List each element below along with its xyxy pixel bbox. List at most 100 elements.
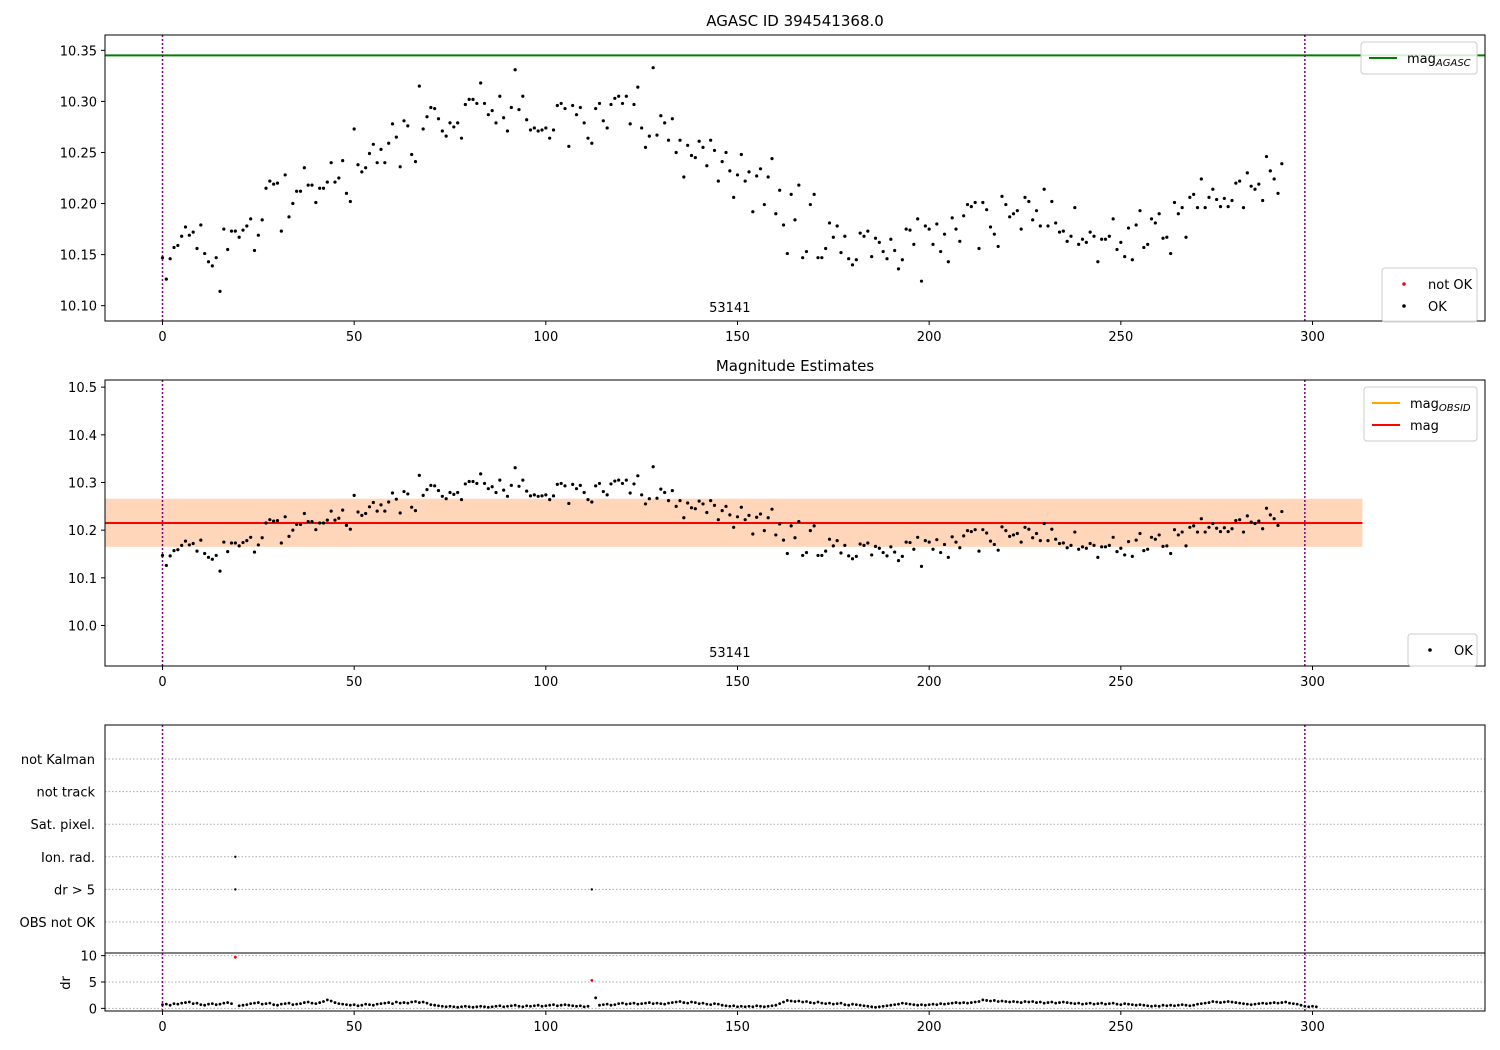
dr-point bbox=[345, 1003, 348, 1007]
estimate-point bbox=[563, 484, 567, 488]
estimate-point bbox=[881, 550, 885, 555]
mag-point bbox=[620, 101, 625, 106]
mag-point bbox=[1253, 187, 1257, 191]
estimate-point bbox=[739, 505, 743, 509]
mag-point bbox=[1222, 196, 1226, 201]
dr-point bbox=[762, 1005, 766, 1009]
mag-point bbox=[1115, 247, 1119, 252]
dr-point bbox=[701, 1001, 705, 1005]
estimate-point bbox=[249, 535, 253, 539]
dr-point bbox=[575, 1004, 578, 1008]
estimate-point bbox=[1249, 520, 1253, 524]
estimate-point bbox=[325, 518, 329, 522]
mag-point bbox=[448, 121, 452, 125]
estimate-point bbox=[1199, 517, 1203, 521]
estimate-point bbox=[904, 540, 908, 544]
estimate-point bbox=[436, 488, 441, 493]
estimate-point bbox=[751, 532, 755, 536]
x-tick-label: 250 bbox=[1108, 1020, 1133, 1035]
mag-point bbox=[1176, 212, 1180, 216]
dr-point bbox=[693, 1001, 697, 1004]
mag-point bbox=[1027, 199, 1031, 204]
mag-point bbox=[517, 107, 521, 112]
legend-dot-swatch bbox=[1402, 282, 1406, 286]
mag-point bbox=[605, 126, 609, 130]
dr-point bbox=[268, 1001, 272, 1005]
mag-point bbox=[1004, 202, 1008, 207]
estimate-point bbox=[379, 503, 383, 507]
dr-point bbox=[801, 1000, 805, 1004]
estimate-point bbox=[659, 487, 663, 491]
mag-point bbox=[544, 126, 548, 130]
dr-point bbox=[180, 1001, 184, 1005]
estimate-point bbox=[1207, 525, 1211, 529]
mag-point bbox=[1211, 187, 1215, 191]
estimate-point bbox=[893, 550, 897, 554]
mag-point bbox=[287, 215, 291, 219]
mag-point bbox=[900, 258, 904, 262]
estimate-point bbox=[1057, 541, 1062, 546]
mag-point bbox=[843, 234, 847, 238]
dr-point bbox=[437, 1004, 440, 1008]
estimate-point bbox=[1023, 525, 1027, 529]
estimate-point bbox=[793, 536, 797, 540]
estimate-point bbox=[160, 553, 165, 558]
mag-point bbox=[475, 101, 479, 106]
mag-point bbox=[509, 105, 513, 110]
dr-point bbox=[1253, 1002, 1257, 1006]
mag-point bbox=[716, 179, 720, 183]
mag-point bbox=[268, 179, 272, 183]
estimate-point bbox=[203, 551, 207, 556]
mag-point bbox=[291, 201, 295, 206]
mag-point bbox=[191, 230, 195, 234]
dr-point bbox=[260, 1002, 264, 1006]
dr-point bbox=[563, 1003, 567, 1007]
flag-points bbox=[234, 855, 594, 891]
estimate-point bbox=[1146, 547, 1150, 551]
dr-point bbox=[720, 1003, 724, 1007]
estimate-point bbox=[1188, 525, 1192, 529]
dr-point bbox=[843, 1003, 847, 1007]
mag-point bbox=[632, 102, 636, 107]
dr-point bbox=[847, 1003, 851, 1007]
estimate-point bbox=[245, 539, 249, 543]
estimate-point bbox=[686, 501, 690, 505]
dr-point bbox=[559, 1003, 563, 1007]
dr-point bbox=[912, 1003, 916, 1007]
mag-point bbox=[1241, 206, 1246, 210]
mag-point bbox=[1238, 179, 1242, 183]
estimate-point bbox=[919, 564, 924, 568]
estimate-point bbox=[640, 493, 644, 497]
mag-point bbox=[571, 103, 575, 108]
estimate-point bbox=[655, 496, 659, 500]
estimate-point bbox=[260, 536, 264, 540]
estimate-point bbox=[532, 493, 536, 497]
estimate-point bbox=[210, 557, 214, 561]
dr-point bbox=[655, 1001, 659, 1005]
mag-point bbox=[720, 160, 724, 164]
estimate-point bbox=[889, 545, 893, 549]
mag-point bbox=[728, 169, 732, 173]
dr-point bbox=[950, 1001, 954, 1005]
dr-point bbox=[709, 1003, 713, 1007]
estimate-point bbox=[1161, 544, 1165, 548]
dr-point bbox=[544, 1004, 548, 1008]
mag-point bbox=[1153, 221, 1157, 225]
legend-dot-swatch bbox=[1428, 648, 1432, 652]
mag-point bbox=[1226, 205, 1230, 209]
estimate-point bbox=[1153, 537, 1157, 541]
x-tick-label: 50 bbox=[346, 1020, 363, 1035]
mag-point bbox=[578, 105, 582, 110]
dr-point bbox=[1192, 1003, 1196, 1007]
estimate-point bbox=[509, 483, 513, 487]
dr-point bbox=[1107, 1002, 1111, 1006]
mag-point bbox=[1023, 195, 1027, 200]
estimate-point bbox=[1276, 523, 1280, 527]
mag-point bbox=[962, 214, 966, 218]
estimate-point bbox=[1077, 547, 1081, 551]
estimate-point bbox=[1241, 530, 1246, 534]
mag-point bbox=[743, 179, 747, 183]
dr-point bbox=[1234, 1001, 1238, 1004]
estimate-point bbox=[356, 510, 360, 514]
mag-point bbox=[835, 224, 839, 228]
